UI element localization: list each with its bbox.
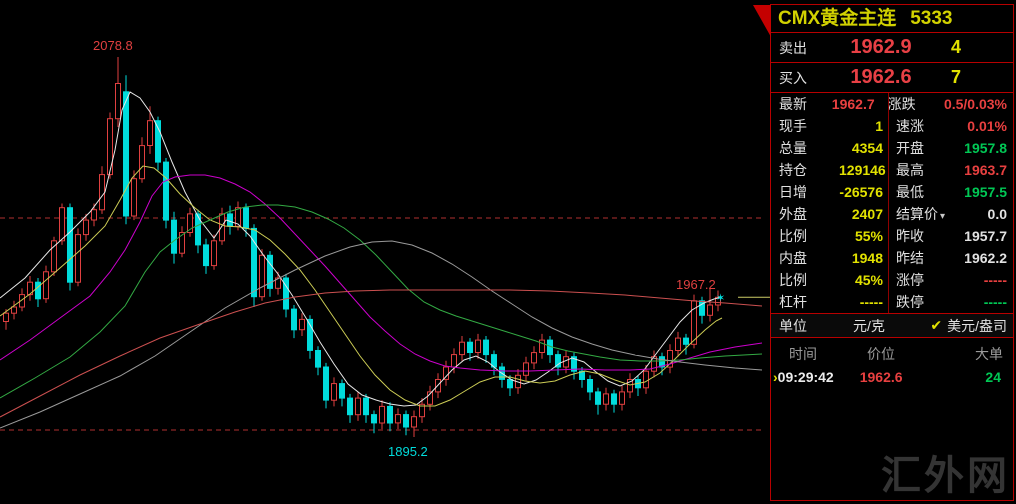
instrument-code: 5333 [910, 8, 953, 29]
last-price-star-icon: ✶ [716, 292, 725, 304]
ma-line-ma-long-red [0, 289, 763, 418]
buy-label: 买入 [779, 69, 807, 86]
grid-value: 1 [875, 118, 883, 134]
ma-line-ma-10-yellow [0, 165, 723, 407]
grid-label: 昨收 [896, 228, 924, 244]
grid-value: 129146 [839, 162, 886, 178]
sell-size: 4 [951, 37, 962, 57]
quote-panel: CMX黄金主连 5333 卖出 1962.9 4 买入 1962.6 7 最新 19… [753, 4, 1014, 504]
grid-value: 1962.2 [964, 250, 1007, 266]
price-annotation: 2078.8 [93, 38, 133, 53]
grid-label: 跌停 [896, 294, 924, 310]
grid-label: 最低 [896, 184, 924, 200]
quote-grid-row: 比例 55% 昨收 1957.7 [771, 225, 1013, 247]
grid-value: 1957.7 [964, 228, 1007, 244]
grid-label: 持仓 [779, 162, 807, 178]
instrument-title-row: CMX黄金主连 5333 [771, 5, 1013, 33]
quote-grid-row: 现手 1 速涨 0.01% [771, 115, 1013, 137]
unit-option-usd[interactable]: 美元/盎司 [947, 317, 1007, 334]
grid-value: ----- [983, 272, 1007, 288]
grid-label: 速涨 [896, 118, 924, 134]
grid-label: 昨结 [896, 250, 924, 266]
buy-price[interactable]: 1962.6 [850, 66, 912, 88]
grid-value: 0.01% [967, 118, 1007, 134]
grid-label: 杠杆 [779, 294, 807, 310]
ma-line-ma-30-green [0, 204, 763, 399]
quote-grid-row: 总量 4354 开盘 1957.8 [771, 137, 1013, 159]
tape-header-price: 价位 [867, 346, 895, 362]
tape-header-row: 时间 价位 大单 [771, 338, 1013, 364]
grid-value: 4354 [851, 140, 883, 156]
quote-grid-row: 比例 45% 涨停 ----- [771, 269, 1013, 291]
grid-label: 现手 [779, 118, 807, 134]
tape-header-lot: 大单 [975, 346, 1003, 362]
corner-triangle-icon [753, 5, 771, 37]
grid-label: 比例 [779, 228, 807, 244]
quote-grid-row: 杠杆 ----- 跌停 ----- [771, 291, 1013, 313]
sell-price[interactable]: 1962.9 [850, 36, 912, 58]
unit-option-cny[interactable]: 元/克 [853, 317, 885, 334]
grid-value: 45% [854, 272, 883, 288]
sell-label: 卖出 [779, 39, 807, 56]
tape-price: 1962.6 [859, 369, 903, 385]
grid-label: 涨停 [896, 272, 924, 288]
price-annotation: 1895.2 [388, 444, 428, 459]
grid-value: ----- [983, 294, 1007, 310]
grid-value: 55% [854, 228, 883, 244]
tape-header-time: 时间 [789, 346, 817, 362]
watermark: 汇外网 [881, 454, 1010, 498]
instrument-name: CMX黄金主连 [778, 8, 897, 29]
grid-divider [888, 93, 889, 313]
price-annotation: 1967.2 [676, 277, 716, 292]
grid-label: 比例 [779, 272, 807, 288]
grid-label: 最高 [896, 162, 924, 178]
grid-label: 开盘 [896, 140, 924, 156]
grid-label: 日增 [779, 184, 807, 200]
buy-quote-row: 买入 1962.6 7 [771, 63, 1013, 93]
quote-grid-row: 最新 1962.7 涨跌 0.5/0.03% [771, 93, 1013, 115]
ma-line-ma-60-gray [0, 240, 763, 429]
grid-value: -26576 [839, 184, 883, 200]
grid-label: 涨跌 [887, 96, 916, 112]
reference-lines [0, 217, 762, 431]
grid-value: 1957.5 [964, 184, 1007, 200]
ma-line-ma-fast-white [0, 91, 723, 407]
quote-grid-row: 外盘 2407 结算价 ▾ 0.0 [771, 203, 1013, 225]
grid-label: 结算价 ▾ [896, 206, 946, 222]
quote-grid-row: 持仓 129146 最高 1963.7 [771, 159, 1013, 181]
candles [3, 57, 721, 437]
grid-value: 0.0 [987, 206, 1007, 222]
settlement-dropdown-icon[interactable]: ▾ [940, 211, 946, 222]
tape-arrow-icon: › [773, 369, 778, 385]
grid-value: 1962.7 [831, 96, 875, 112]
unit-row: 单位 元/克 ✔ 美元/盎司 [771, 313, 1013, 338]
grid-value: 0.5/0.03% [943, 96, 1007, 112]
tape-lot: 24 [985, 369, 1001, 385]
price-chart[interactable]: ✶ 2078.8 1967.2 1895.2 [0, 0, 771, 504]
grid-value: ----- [859, 294, 883, 310]
grid-value: 1948 [851, 250, 883, 266]
grid-label: 外盘 [779, 206, 807, 222]
grid-value: 2407 [851, 206, 883, 222]
unit-label: 单位 [779, 317, 807, 334]
ma-line-ma-20-magenta [0, 174, 763, 372]
grid-label: 最新 [779, 96, 807, 112]
quote-grid: 最新 1962.7 涨跌 0.5/0.03% 现手 1 速涨 0.01% 总量 4354 开盘 195… [771, 93, 1013, 313]
buy-size: 7 [951, 67, 962, 87]
time-and-sales: 时间 价位 大单 › 09:29:42 1962.6 24 汇外网 [771, 338, 1013, 504]
grid-value: 1957.8 [964, 140, 1007, 156]
grid-value: 1963.7 [964, 162, 1007, 178]
quote-grid-row: 日增 -26576 最低 1957.5 [771, 181, 1013, 203]
sell-quote-row: 卖出 1962.9 4 [771, 33, 1013, 63]
tape-time: 09:29:42 [777, 369, 834, 385]
check-icon: ✔ [930, 317, 943, 333]
grid-label: 总量 [779, 140, 807, 156]
quote-grid-row: 内盘 1948 昨结 1962.2 [771, 247, 1013, 269]
tape-row[interactable]: › 09:29:42 1962.6 24 [771, 369, 1013, 385]
grid-label: 内盘 [779, 250, 807, 266]
